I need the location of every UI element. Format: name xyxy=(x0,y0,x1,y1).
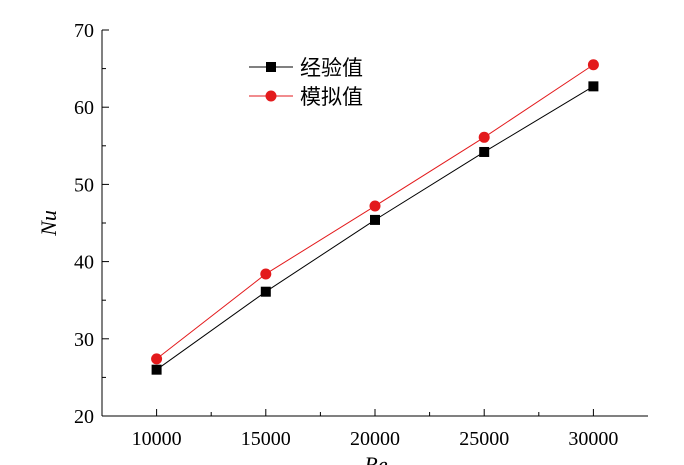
x-tick-label: 10000 xyxy=(132,428,182,450)
y-axis-label: Nu xyxy=(36,210,61,237)
x-tick-label: 25000 xyxy=(459,428,509,450)
legend-label: 经验值 xyxy=(300,56,363,80)
x-tick-label: 15000 xyxy=(241,428,291,450)
square-marker xyxy=(370,214,380,225)
series-line xyxy=(156,64,594,360)
legend-label: 模拟值 xyxy=(300,85,363,109)
x-tick-label: 20000 xyxy=(350,428,400,450)
square-marker xyxy=(588,81,599,92)
square-marker xyxy=(260,286,271,297)
circle-marker xyxy=(587,59,599,71)
series-line xyxy=(156,85,594,371)
square-marker xyxy=(151,364,162,375)
x-tick-label: 30000 xyxy=(568,428,618,450)
y-tick-label: 40 xyxy=(74,252,94,274)
y-tick-label: 50 xyxy=(74,174,94,196)
y-tick-label: 70 xyxy=(74,20,94,42)
circle-marker xyxy=(265,90,277,102)
circle-marker xyxy=(260,268,272,280)
circle-marker xyxy=(151,353,163,365)
y-tick-label: 30 xyxy=(74,329,94,351)
circle-marker xyxy=(369,200,381,212)
x-axis-label: Re xyxy=(363,452,387,465)
square-marker xyxy=(266,62,276,72)
y-tick-label: 60 xyxy=(74,97,94,119)
circle-marker xyxy=(478,131,490,143)
square-marker xyxy=(479,146,490,157)
y-tick-label: 20 xyxy=(74,406,94,428)
